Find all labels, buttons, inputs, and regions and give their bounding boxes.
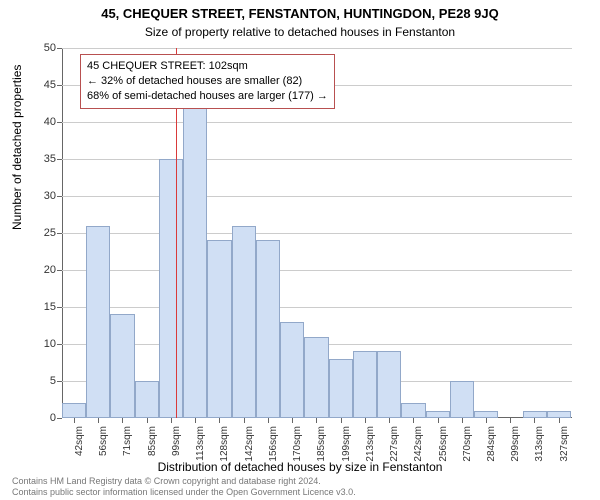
histogram-bar xyxy=(304,337,328,418)
y-tick-label: 45 xyxy=(26,79,56,91)
gridline-h xyxy=(62,122,572,123)
histogram-bar xyxy=(474,411,498,418)
x-tick xyxy=(244,418,245,423)
histogram-bar xyxy=(62,403,86,418)
histogram-bar xyxy=(207,240,231,418)
histogram-bar xyxy=(426,411,450,418)
x-tick xyxy=(365,418,366,423)
x-tick xyxy=(195,418,196,423)
footer-line-2: Contains public sector information licen… xyxy=(12,487,356,498)
y-tick-label: 20 xyxy=(26,264,56,276)
y-tick xyxy=(57,381,62,382)
x-tick xyxy=(341,418,342,423)
y-tick-label: 0 xyxy=(26,412,56,424)
histogram-bar xyxy=(329,359,353,418)
histogram-bar xyxy=(135,381,159,418)
histogram-bar xyxy=(450,381,474,418)
x-tick xyxy=(510,418,511,423)
y-axis-label: Number of detached properties xyxy=(10,65,24,230)
x-tick xyxy=(486,418,487,423)
y-tick xyxy=(57,270,62,271)
y-tick-label: 25 xyxy=(26,227,56,239)
y-tick xyxy=(57,122,62,123)
y-tick-label: 15 xyxy=(26,301,56,313)
x-tick xyxy=(122,418,123,423)
chart-subtitle: Size of property relative to detached ho… xyxy=(0,21,600,39)
chart-title: 45, CHEQUER STREET, FENSTANTON, HUNTINGD… xyxy=(0,0,600,21)
histogram-bar xyxy=(256,240,280,418)
histogram-bar xyxy=(86,226,110,418)
x-tick xyxy=(292,418,293,423)
y-tick-label: 35 xyxy=(26,153,56,165)
histogram-bar xyxy=(280,322,304,418)
y-tick-label: 5 xyxy=(26,375,56,387)
y-tick xyxy=(57,85,62,86)
histogram-bar xyxy=(401,403,425,418)
gridline-h xyxy=(62,159,572,160)
y-tick-label: 30 xyxy=(26,190,56,202)
gridline-h xyxy=(62,307,572,308)
y-tick xyxy=(57,48,62,49)
y-tick xyxy=(57,418,62,419)
x-tick xyxy=(98,418,99,423)
annotation-line-1: 45 CHEQUER STREET: 102sqm xyxy=(87,59,328,74)
y-tick xyxy=(57,344,62,345)
y-tick-label: 50 xyxy=(26,42,56,54)
y-tick xyxy=(57,233,62,234)
x-tick xyxy=(219,418,220,423)
x-axis-label: Distribution of detached houses by size … xyxy=(0,460,600,474)
y-tick-label: 10 xyxy=(26,338,56,350)
y-tick-label: 40 xyxy=(26,116,56,128)
footer-attribution: Contains HM Land Registry data © Crown c… xyxy=(12,476,356,498)
gridline-h xyxy=(62,48,572,49)
x-tick xyxy=(316,418,317,423)
histogram-bar xyxy=(183,107,207,418)
x-tick xyxy=(559,418,560,423)
chart-plot-area: 42sqm56sqm71sqm85sqm99sqm113sqm128sqm142… xyxy=(62,48,572,418)
y-tick xyxy=(57,307,62,308)
x-tick xyxy=(147,418,148,423)
x-tick xyxy=(462,418,463,423)
x-tick xyxy=(74,418,75,423)
histogram-bar xyxy=(232,226,256,418)
y-tick xyxy=(57,159,62,160)
footer-line-1: Contains HM Land Registry data © Crown c… xyxy=(12,476,356,487)
x-tick xyxy=(268,418,269,423)
x-tick xyxy=(389,418,390,423)
gridline-h xyxy=(62,196,572,197)
histogram-bar xyxy=(159,159,183,418)
annotation-line-2: ← 32% of detached houses are smaller (82… xyxy=(87,74,328,89)
histogram-bar xyxy=(547,411,571,418)
gridline-h xyxy=(62,270,572,271)
histogram-bar xyxy=(353,351,377,418)
gridline-h xyxy=(62,233,572,234)
annotation-line-3: 68% of semi-detached houses are larger (… xyxy=(87,89,328,104)
x-tick xyxy=(534,418,535,423)
x-tick xyxy=(438,418,439,423)
x-tick xyxy=(171,418,172,423)
marker-annotation: 45 CHEQUER STREET: 102sqm ← 32% of detac… xyxy=(80,54,335,109)
histogram-bar xyxy=(523,411,547,418)
histogram-bar xyxy=(110,314,134,418)
x-tick xyxy=(413,418,414,423)
y-tick xyxy=(57,196,62,197)
histogram-bar xyxy=(377,351,401,418)
